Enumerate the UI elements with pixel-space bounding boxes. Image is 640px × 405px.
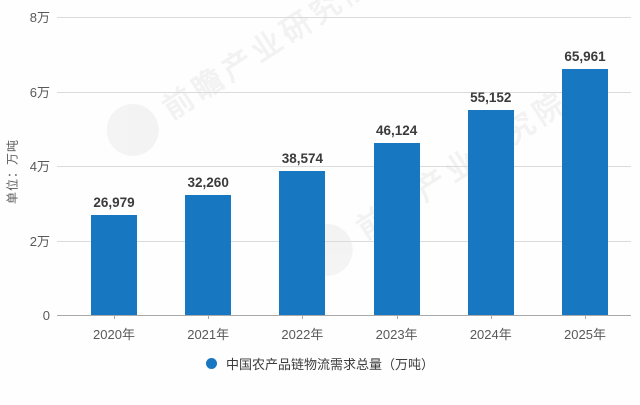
- x-tick-label: 2024年: [469, 327, 512, 342]
- axis-tick: [114, 315, 115, 319]
- bar-value-label: 65,961: [564, 49, 606, 65]
- x-tick-label: 2025年: [564, 327, 606, 342]
- bar: [467, 109, 514, 315]
- bar: [279, 171, 326, 315]
- x-tick-label: 2021年: [187, 327, 230, 342]
- axis-tick: [490, 315, 492, 319]
- bar: [91, 214, 137, 315]
- x-tick-label: 2023年: [375, 327, 418, 342]
- axis-tick: [396, 315, 398, 319]
- gridline: [57, 240, 631, 242]
- bar: [185, 194, 232, 315]
- y-tick-label: 6万: [29, 84, 50, 100]
- axis-tick: [585, 315, 586, 319]
- bar: [373, 143, 420, 315]
- gridline: [57, 17, 631, 18]
- y-tick-label: 0: [42, 308, 50, 323]
- gridline: [57, 91, 631, 93]
- x-tick-label: 2020年: [93, 327, 135, 342]
- bar-value-label: 38,574: [281, 151, 324, 167]
- bar-value-label: 32,260: [187, 174, 229, 190]
- y-tick-label: 8万: [29, 10, 50, 25]
- legend-label: 中国农产品链物流需求总量（万吨）: [225, 356, 434, 372]
- x-tick-label: 2022年: [281, 327, 324, 342]
- bar-value-label: 26,979: [93, 194, 135, 210]
- gridline: [57, 315, 631, 316]
- legend: 中国农产品链物流需求总量（万吨）: [0, 352, 640, 374]
- legend-marker-circle: [205, 357, 217, 369]
- bar: [562, 69, 608, 315]
- gridline: [57, 166, 631, 167]
- y-tick-label: 2万: [29, 233, 50, 249]
- bar-value-label: 55,152: [470, 89, 512, 105]
- y-tick-label: 4万: [29, 159, 50, 174]
- bar-value-label: 46,124: [375, 123, 418, 139]
- axis-tick: [302, 315, 304, 319]
- axis-tick: [208, 315, 210, 319]
